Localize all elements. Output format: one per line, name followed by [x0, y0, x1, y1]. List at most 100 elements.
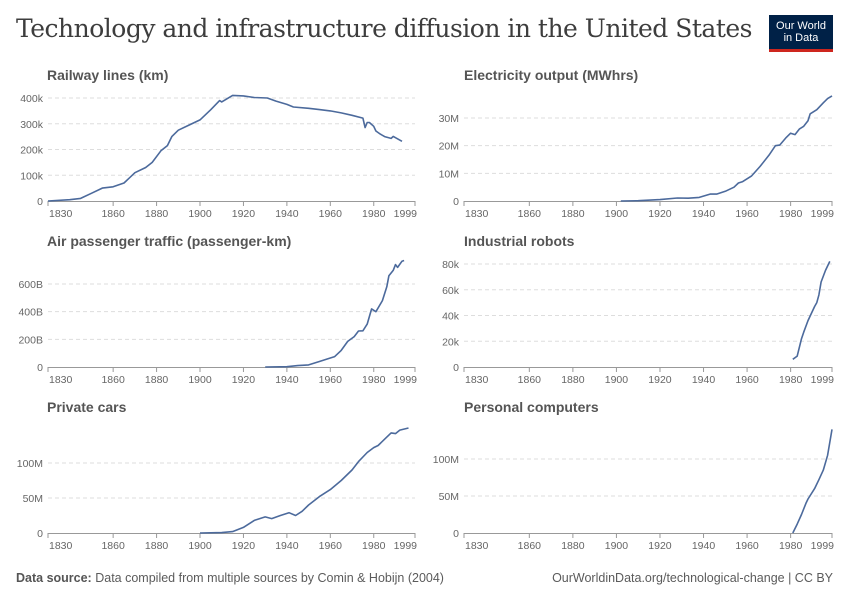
x-tick-label: 1900	[188, 208, 212, 220]
y-tick-label: 80k	[442, 259, 460, 271]
x-tick-label: 1830	[49, 540, 73, 552]
chart-title: Railway lines (km)	[47, 67, 168, 83]
chart-title: Private cars	[47, 399, 127, 415]
chart-panel: Private cars 0 50M 100M 1830 1860 1880 1900 1920…	[17, 399, 417, 552]
y-tick-label: 300k	[20, 119, 44, 131]
y-tick-label: 100M	[17, 458, 43, 470]
series-line[interactable]	[265, 259, 405, 368]
series-line[interactable]	[620, 95, 833, 202]
logo-line-1: Our World	[776, 20, 826, 32]
series-line[interactable]	[47, 94, 403, 202]
x-tick-label: 1830	[465, 374, 489, 386]
data-source-text: Data compiled from multiple sources by C…	[95, 571, 444, 585]
x-tick-label: 1920	[232, 208, 256, 220]
series-line[interactable]	[199, 427, 409, 534]
x-tick-label: 1980	[362, 540, 386, 552]
y-tick-label: 0	[37, 196, 43, 208]
y-tick-label: 0	[37, 362, 43, 374]
x-tick-label: 1999	[811, 374, 835, 386]
x-tick-label: 1830	[465, 208, 489, 220]
series-line[interactable]	[792, 429, 833, 534]
y-tick-label: 400k	[20, 93, 44, 105]
y-tick-label: 100M	[433, 454, 459, 466]
x-tick-label: 1860	[101, 374, 125, 386]
x-tick-label: 1900	[605, 374, 629, 386]
x-tick-label: 1999	[394, 374, 418, 386]
chart-panel: Personal computers 0 50M 100M 1830 1860 1880 19…	[433, 399, 834, 552]
x-tick-label: 1960	[319, 540, 343, 552]
x-tick-label: 1980	[362, 374, 386, 386]
x-tick-label: 1880	[145, 208, 169, 220]
x-tick-label: 1880	[561, 540, 585, 552]
x-tick-label: 1880	[561, 374, 585, 386]
x-tick-label: 1940	[275, 540, 299, 552]
data-source-label: Data source:	[16, 571, 92, 585]
x-tick-label: 1830	[49, 208, 73, 220]
x-tick-label: 1860	[518, 540, 542, 552]
y-tick-label: 10M	[439, 168, 459, 180]
page-title: Technology and infrastructure diffusion …	[16, 14, 753, 43]
x-tick-label: 1920	[648, 374, 672, 386]
chart-title: Personal computers	[464, 399, 599, 415]
x-tick-label: 1920	[232, 540, 256, 552]
x-tick-label: 1830	[49, 374, 73, 386]
x-tick-label: 1940	[692, 374, 716, 386]
y-tick-label: 200k	[20, 145, 44, 157]
x-tick-label: 1940	[275, 208, 299, 220]
y-tick-label: 0	[37, 528, 43, 540]
x-tick-label: 1940	[692, 540, 716, 552]
x-tick-label: 1940	[692, 208, 716, 220]
y-tick-label: 100k	[20, 170, 44, 182]
x-tick-label: 1999	[394, 208, 418, 220]
chart-panel: Electricity output (MWhrs) 0 10M 20M 30M 1830…	[439, 67, 835, 220]
x-tick-label: 1999	[811, 208, 835, 220]
logo-line-2: in Data	[783, 32, 819, 44]
x-tick-label: 1880	[145, 374, 169, 386]
x-tick-label: 1960	[735, 540, 759, 552]
chart-title: Electricity output (MWhrs)	[464, 67, 638, 83]
owid-logo[interactable]: Our World in Data	[769, 15, 833, 52]
x-tick-label: 1960	[319, 208, 343, 220]
x-tick-label: 1880	[145, 540, 169, 552]
y-tick-label: 0	[453, 196, 459, 208]
x-tick-label: 1920	[232, 374, 256, 386]
chart-title: Air passenger traffic (passenger-km)	[47, 233, 291, 249]
chart-title: Industrial robots	[464, 233, 575, 249]
x-tick-label: 1960	[735, 208, 759, 220]
y-tick-label: 200B	[18, 334, 43, 346]
x-tick-label: 1980	[779, 540, 803, 552]
y-tick-label: 50M	[439, 491, 459, 503]
y-tick-label: 20M	[439, 141, 459, 153]
y-tick-label: 0	[453, 528, 459, 540]
y-tick-label: 20k	[442, 336, 460, 348]
y-tick-label: 60k	[442, 285, 460, 297]
source-link[interactable]: OurWorldinData.org/technological-change …	[552, 571, 833, 585]
x-tick-label: 1960	[319, 374, 343, 386]
chart-panel: Railway lines (km) 0 100k 200k 300k 400k 1830 1…	[20, 67, 417, 220]
x-tick-label: 1880	[561, 208, 585, 220]
y-tick-label: 40k	[442, 311, 460, 323]
x-tick-label: 1980	[362, 208, 386, 220]
x-tick-label: 1980	[779, 374, 803, 386]
x-tick-label: 1900	[605, 540, 629, 552]
data-source: Data source: Data compiled from multiple…	[16, 571, 444, 585]
x-tick-label: 1999	[811, 540, 835, 552]
y-tick-label: 0	[453, 362, 459, 374]
x-tick-label: 1900	[605, 208, 629, 220]
chart-panel: Industrial robots 0 20k 40k 60k 80k 1830 1860 18…	[442, 233, 834, 386]
y-tick-label: 30M	[439, 113, 459, 125]
x-tick-label: 1940	[275, 374, 299, 386]
y-tick-label: 600B	[18, 279, 43, 291]
chart-panel: Air passenger traffic (passenger-km) 0 200…	[18, 233, 417, 386]
x-tick-label: 1999	[394, 540, 418, 552]
x-tick-label: 1900	[188, 540, 212, 552]
x-tick-label: 1960	[735, 374, 759, 386]
x-tick-label: 1900	[188, 374, 212, 386]
x-tick-label: 1860	[101, 208, 125, 220]
y-tick-label: 50M	[23, 493, 43, 505]
series-line[interactable]	[792, 261, 831, 360]
x-tick-label: 1980	[779, 208, 803, 220]
y-tick-label: 400B	[18, 307, 43, 319]
x-tick-label: 1860	[518, 208, 542, 220]
